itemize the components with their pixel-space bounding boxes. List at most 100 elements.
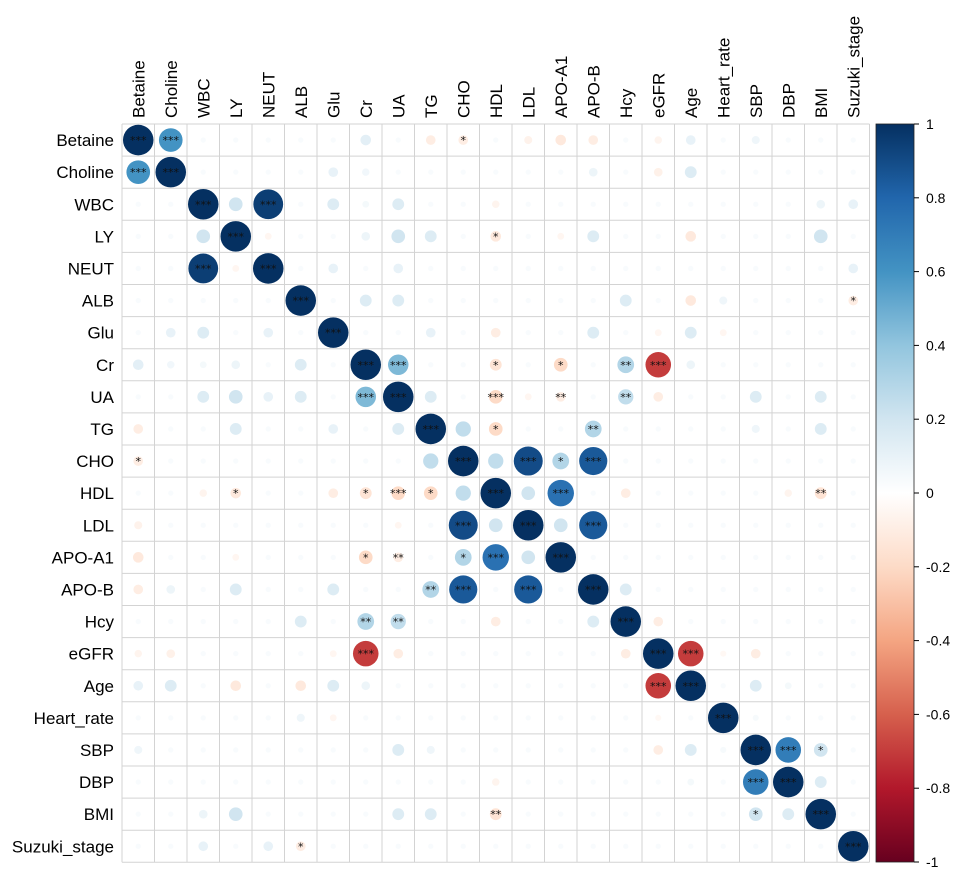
row-label-age: Age bbox=[84, 677, 114, 696]
cell-circle-ldl-betaine bbox=[134, 521, 143, 530]
significance-star-age-age: *** bbox=[683, 680, 700, 693]
cell-circle-ly-tg bbox=[424, 230, 437, 243]
cell-circle-alb-sbp bbox=[753, 297, 759, 304]
cell-circle-suzuki-stage-apo-a1 bbox=[558, 843, 564, 849]
cell-circle-neut-ldl bbox=[525, 265, 531, 272]
cell-circle-cr-glu bbox=[330, 362, 336, 368]
cell-circle-dbp-bmi bbox=[814, 776, 827, 788]
column-label-hdl: HDL bbox=[487, 84, 506, 118]
column-label-alb: ALB bbox=[292, 86, 311, 118]
significance-star-ly-ly: *** bbox=[228, 230, 245, 243]
significance-star-hdl-apo-a1: *** bbox=[553, 487, 570, 500]
cell-circle-hdl-heart-rate bbox=[720, 490, 726, 496]
cell-circle-glu-hcy bbox=[623, 330, 629, 336]
cell-circle-neut-egfr bbox=[655, 265, 661, 272]
cell-circle-apo-b-tg bbox=[422, 581, 440, 598]
cell-circle-sbp-neut bbox=[265, 747, 271, 753]
cell-circle-age-apo-a1 bbox=[558, 683, 564, 689]
cell-circle-choline-hcy bbox=[623, 169, 629, 175]
cell-circle-hdl-ldl bbox=[521, 486, 536, 500]
significance-star-ua-apo-a1: ** bbox=[555, 391, 567, 404]
cell-circle-ua-egfr bbox=[653, 392, 664, 402]
cell-circle-ua-choline bbox=[168, 394, 174, 400]
cell-circle-tg-cr bbox=[363, 426, 369, 432]
cell-circle-cho-tg bbox=[423, 453, 439, 469]
cell-circle-cho-suzuki-stage bbox=[850, 458, 856, 464]
cell-circle-cr-cho bbox=[460, 362, 466, 368]
cell-circle-choline-neut bbox=[265, 169, 271, 175]
cell-circle-tg-cho bbox=[455, 421, 471, 437]
cell-circle-cr-heart-rate bbox=[720, 362, 726, 368]
cell-circle-dbp-betaine bbox=[135, 779, 141, 785]
cell-circle-neut-dbp bbox=[785, 265, 791, 272]
cell-circle-hdl-hcy bbox=[620, 488, 631, 498]
cell-circle-cr-tg bbox=[428, 362, 434, 368]
cell-circle-hcy-wbc bbox=[200, 618, 206, 625]
cell-circle-glu-cho bbox=[460, 330, 466, 336]
significance-star-choline-choline: *** bbox=[163, 166, 180, 179]
cell-circle-choline-tg bbox=[428, 169, 434, 175]
significance-star-cr-hdl: * bbox=[493, 359, 499, 372]
cell-circle-glu-apo-a1 bbox=[558, 330, 564, 336]
cell-circle-apo-b-age bbox=[688, 586, 694, 593]
significance-star-dbp-dbp: *** bbox=[780, 776, 797, 789]
cell-circle-bmi-apo-a1 bbox=[558, 811, 564, 817]
row-label-ldl: LDL bbox=[83, 516, 114, 535]
column-label-glu: Glu bbox=[324, 92, 343, 118]
cell-circle-hcy-apo-b bbox=[587, 615, 600, 628]
cell-circle-suzuki-stage-glu bbox=[330, 843, 336, 849]
cell-circle-apo-a1-tg bbox=[428, 554, 434, 560]
cell-circle-glu-choline bbox=[165, 327, 176, 338]
column-label-ldl: LDL bbox=[519, 87, 538, 118]
cell-circle-egfr-hdl bbox=[493, 651, 499, 657]
cell-circle-neut-hcy bbox=[623, 265, 629, 272]
significance-star-hdl-bmi: ** bbox=[815, 487, 827, 500]
cell-circle-apo-a1-hcy bbox=[623, 554, 629, 560]
cell-circle-apo-b-ldl bbox=[514, 575, 543, 604]
cell-circle-apo-a1-alb bbox=[298, 554, 304, 560]
significance-star-cr-apo-a1: * bbox=[558, 359, 564, 372]
significance-star-cho-apo-a1: * bbox=[558, 455, 564, 468]
cell-circle-suzuki-stage-betaine bbox=[135, 843, 141, 849]
significance-star-neut-wbc: *** bbox=[195, 262, 212, 275]
row-label-bmi: BMI bbox=[84, 805, 114, 824]
cell-circle-hcy-choline bbox=[168, 618, 174, 625]
cell-circle-glu-egfr bbox=[654, 329, 662, 337]
cell-circle-ldl-egfr bbox=[655, 522, 661, 528]
cell-circle-egfr-cho bbox=[460, 651, 466, 657]
cell-circle-bmi-cr bbox=[363, 811, 369, 817]
cell-circle-cr-apo-b bbox=[590, 362, 596, 368]
cell-circle-tg-dbp bbox=[785, 426, 791, 432]
cell-circle-betaine-glu bbox=[330, 137, 336, 143]
column-label-hcy: Hcy bbox=[617, 88, 636, 118]
cell-circle-hcy-betaine bbox=[135, 618, 141, 625]
cell-circle-dbp-ldl bbox=[525, 779, 531, 785]
cell-circle-egfr-ua bbox=[393, 648, 404, 659]
cell-circle-betaine-suzuki-stage bbox=[850, 137, 856, 143]
cell-circle-tg-ua bbox=[392, 423, 405, 435]
cell-circle-ly-apo-b bbox=[587, 230, 600, 243]
significance-star-ly-hdl: * bbox=[493, 230, 499, 243]
cell-circle-ly-glu bbox=[330, 233, 336, 239]
cell-circle-choline-ua bbox=[395, 169, 401, 175]
cell-circle-apo-a1-ldl bbox=[521, 550, 536, 565]
cell-circle-bmi-ua bbox=[392, 808, 405, 821]
cell-circle-age-heart-rate bbox=[720, 683, 726, 689]
significance-star-hdl-cr: * bbox=[363, 487, 369, 500]
cell-circle-cr-ua bbox=[388, 354, 409, 375]
cell-circle-apo-b-ua bbox=[395, 586, 401, 593]
cell-circle-wbc-apo-b bbox=[590, 201, 596, 207]
significance-star-age-egfr: *** bbox=[650, 680, 667, 693]
cell-circle-hcy-bmi bbox=[818, 618, 824, 625]
cell-circle-apo-b-choline bbox=[166, 585, 176, 594]
cell-circle-sbp-apo-b bbox=[590, 747, 596, 753]
cell-circle-egfr-egfr bbox=[642, 638, 674, 669]
cell-circle-ua-tg bbox=[424, 390, 437, 403]
cell-circle-apo-a1-wbc bbox=[200, 554, 206, 560]
cell-circle-hcy-ldl bbox=[525, 618, 531, 625]
column-label-suzuki-stage: Suzuki_stage bbox=[844, 16, 863, 118]
cell-circle-apo-b-bmi bbox=[818, 586, 824, 593]
cell-circle-hcy-apo-a1 bbox=[558, 618, 564, 625]
column-labels: Betaine Choline WBC LY NEUT ALB Glu Cr UA TG CHO HD… bbox=[129, 16, 863, 118]
